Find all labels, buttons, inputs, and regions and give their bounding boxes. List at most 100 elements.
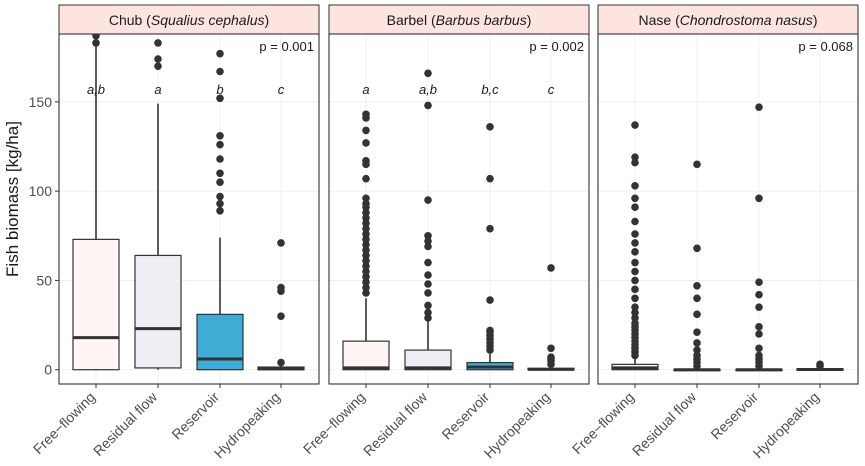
outlier-point: [362, 230, 370, 238]
outlier-point: [424, 237, 432, 245]
significance-letter: c: [548, 82, 555, 97]
y-tick-label: 0: [44, 362, 52, 378]
panel-title-common: Barbel (: [387, 12, 436, 28]
panel-strip: [328, 4, 590, 35]
outlier-point: [362, 283, 370, 292]
box-1: [72, 238, 120, 371]
outlier-point: [362, 240, 370, 249]
outlier-point: [486, 174, 494, 183]
outlier-point: [631, 181, 639, 190]
outlier-point: [277, 283, 285, 292]
outlier-point: [755, 344, 763, 353]
outlier-point: [424, 308, 432, 317]
outlier-point: [216, 192, 224, 201]
outlier-point: [216, 131, 224, 140]
outlier-point: [693, 339, 701, 347]
outlier-point: [216, 155, 224, 163]
panel-2: Barbel (Barbus barbus) a a,b b,c c p = 0.002 F…: [300, 4, 590, 461]
outlier-point: [755, 278, 763, 287]
outlier-point: [755, 303, 763, 312]
panel-data: [611, 103, 844, 372]
outlier-point: [277, 312, 285, 320]
outlier-point: [486, 296, 494, 304]
outlier-point: [362, 110, 370, 119]
outlier-point: [547, 353, 555, 362]
outlier-point: [424, 314, 432, 322]
panel-strip: [58, 4, 320, 35]
significance-letter: b,c: [481, 82, 499, 97]
outlier-point: [631, 153, 639, 162]
outlier-point: [424, 289, 432, 297]
outlier-point: [816, 360, 824, 369]
outlier-point: [755, 103, 763, 112]
panel-title-close: ): [265, 12, 270, 28]
panel-title-common: Chub (: [109, 12, 151, 28]
outlier-point: [216, 140, 224, 149]
panel-border: [328, 33, 590, 385]
outlier-point: [755, 323, 763, 331]
panel-title: Barbel (Barbus barbus): [387, 12, 532, 28]
panel-border: [597, 33, 859, 385]
box-2: [404, 349, 452, 371]
outlier-point: [631, 314, 639, 322]
box-2: [134, 254, 182, 369]
outlier-point: [631, 203, 639, 212]
y-tick-label: 50: [36, 272, 52, 288]
panel-title-close: ): [813, 12, 818, 28]
outlier-point: [631, 158, 639, 167]
panel-data: [342, 69, 575, 371]
x-tick-label: Residual flow: [629, 388, 700, 459]
panel-data: [72, 34, 305, 371]
p-value: p = 0.068: [798, 39, 853, 54]
panel-background: [329, 34, 589, 384]
outlier-point: [631, 239, 639, 247]
x-tick-label: Residual flow: [90, 388, 161, 459]
outlier-point: [216, 67, 224, 76]
outlier-point: [216, 178, 224, 187]
outlier-point: [362, 251, 370, 260]
x-tick-label: Reservoir: [438, 389, 492, 443]
outlier-point: [92, 34, 100, 40]
outlier-point: [693, 281, 701, 290]
outlier-point: [216, 206, 224, 215]
outlier-point: [486, 123, 494, 131]
y-axis-label: Fish biomass [kg/ha]: [3, 121, 22, 277]
significance-letter: a: [154, 82, 161, 97]
outlier-point: [362, 278, 370, 287]
outlier-point: [216, 169, 224, 178]
box-1: [342, 340, 390, 371]
outlier-point: [547, 344, 555, 353]
outlier-point: [486, 326, 494, 335]
outlier-point: [92, 39, 100, 47]
panel-3: Nase (Chondrostoma nasus) p = 0.068 Free−f…: [569, 4, 859, 461]
outlier-point: [631, 258, 639, 267]
outlier-point: [362, 235, 370, 244]
outlier-point: [424, 242, 432, 251]
x-tick-label: Free−flowing: [30, 389, 98, 457]
x-tick-label: Free−flowing: [569, 389, 637, 457]
outlier-point: [362, 219, 370, 228]
outlier-point: [362, 256, 370, 265]
panel-title-species: Barbus barbus: [436, 12, 527, 28]
panel-title-species: Chondrostoma nasus: [680, 12, 813, 28]
significance-letter: a,b: [87, 82, 105, 97]
outlier-point: [486, 224, 494, 233]
outlier-point: [631, 267, 639, 276]
outlier-point: [693, 310, 701, 319]
outlier-point: [755, 330, 763, 338]
outlier-point: [693, 294, 701, 303]
outlier-point: [547, 264, 555, 272]
outlier-point: [424, 231, 432, 240]
outlier-point: [631, 319, 639, 328]
p-value: p = 0.001: [259, 39, 314, 54]
outlier-point: [631, 285, 639, 294]
significance-letter: a: [362, 82, 369, 97]
outlier-point: [362, 224, 370, 233]
panel-title-close: ): [527, 12, 532, 28]
outlier-point: [693, 244, 701, 253]
box-3: [196, 313, 244, 371]
outlier-point: [424, 69, 432, 78]
x-tick-label: Reservoir: [168, 389, 222, 443]
outlier-point: [362, 289, 370, 297]
